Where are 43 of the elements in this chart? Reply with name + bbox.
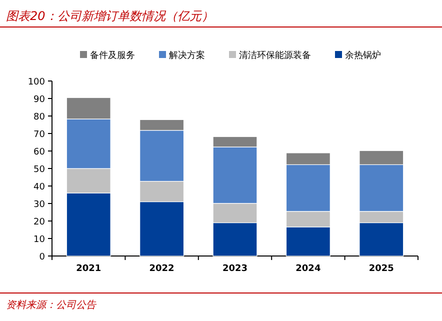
- bar: [286, 226, 330, 256]
- legend-label: 备件及服务: [90, 50, 135, 61]
- bar: [286, 164, 330, 212]
- bar: [140, 180, 184, 202]
- y-tick-label: 0: [39, 252, 46, 262]
- legend-label: 解决方案: [169, 50, 205, 61]
- y-tick-label: 90: [34, 95, 46, 105]
- bar: [359, 164, 404, 212]
- bar: [66, 97, 111, 120]
- y-tick-label: 20: [34, 218, 46, 228]
- legend-label: 清洁环保能源装备: [239, 50, 311, 61]
- bar: [66, 168, 111, 194]
- y-tick-label: 80: [34, 112, 46, 122]
- y-tick-label: 10: [34, 235, 46, 245]
- text: 资料来源：公司公告: [6, 299, 97, 311]
- bar: [212, 222, 258, 256]
- x-tick-label: 2023: [222, 264, 248, 274]
- y-tick-label: 100: [28, 78, 46, 88]
- bar: [66, 118, 111, 169]
- y-tick-label: 70: [34, 130, 46, 140]
- bar: [286, 211, 330, 228]
- bar: [212, 203, 258, 224]
- x-tick-label: 2021: [76, 264, 102, 274]
- bar: [359, 222, 404, 256]
- bar: [212, 136, 258, 148]
- x-tick-label: 2022: [149, 264, 174, 274]
- y-tick-label: 60: [34, 148, 46, 158]
- y-tick-label: 30: [34, 200, 46, 210]
- legend-label: 余热锅炉: [345, 50, 381, 61]
- bar: [212, 146, 258, 204]
- y-tick-label: 40: [34, 182, 46, 192]
- bar: [140, 119, 184, 131]
- plot: 0 10 20 30 40 50 60 70 80 90 100 2021 2022 2023 2024 2025: [28, 78, 418, 274]
- bar: [140, 201, 184, 256]
- bar: [140, 130, 184, 182]
- bar: [286, 152, 330, 165]
- x-tick-label: 2025: [368, 264, 394, 274]
- title: 图表20：公司新增订单数情况（亿元）: [6, 9, 214, 23]
- bar: [359, 150, 404, 165]
- bar: [66, 192, 111, 256]
- bar: [359, 211, 404, 224]
- x-tick-label: 2024: [296, 264, 321, 274]
- y-tick-label: 50: [34, 165, 46, 175]
